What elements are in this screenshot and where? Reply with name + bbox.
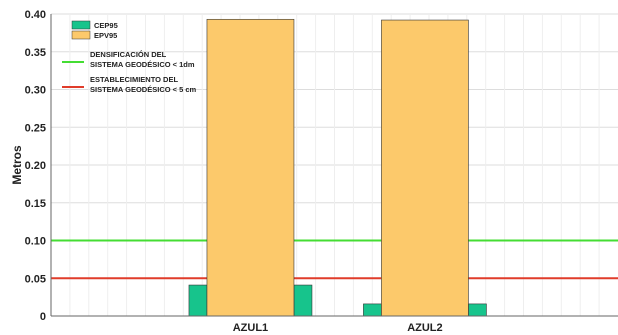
legend-label: CEP95 [94, 21, 118, 30]
y-tick-label: 0.25 [25, 122, 46, 134]
legend-label: EPV95 [94, 31, 117, 40]
y-axis-label: Metros [10, 145, 24, 185]
y-axis-ticks: 0 0.05 0.10 0.15 0.20 0.25 0.30 0.35 0.40 [25, 9, 46, 323]
y-tick-label: 0.20 [25, 160, 46, 172]
y-tick-label: 0.30 [25, 85, 46, 97]
y-tick-label: 0.40 [25, 9, 46, 21]
bar-cep95 [293, 284, 313, 317]
x-axis-categories: AZUL1 AZUL2 [233, 322, 443, 334]
legend-swatch [71, 30, 91, 40]
legend-swatch [71, 20, 91, 30]
x-category-label: AZUL1 [233, 322, 268, 334]
x-category-label: AZUL2 [407, 322, 442, 334]
bar-cep95 [468, 303, 487, 317]
bar-epv95 [206, 18, 295, 317]
y-tick-label: 0.10 [25, 236, 46, 248]
legend-label: ESTABLECIMIENTO DEL [90, 75, 178, 84]
legend-label: SISTEMA GEODÉSICO < 1dm [90, 60, 195, 69]
bar-cep95 [188, 284, 208, 317]
bars [188, 18, 487, 317]
y-tick-label: 0.05 [25, 273, 46, 285]
bar-epv95 [381, 19, 469, 317]
legend-label: DENSIFICACIÓN DEL [90, 50, 167, 59]
bar-cep95 [363, 303, 382, 317]
y-tick-label: 0.15 [25, 198, 46, 210]
legend-label: SISTEMA GEODÉSICO < 5 cm [90, 85, 197, 94]
reference-lines [51, 239, 618, 280]
y-tick-label: 0.35 [25, 47, 46, 59]
y-tick-label: 0 [40, 311, 46, 323]
